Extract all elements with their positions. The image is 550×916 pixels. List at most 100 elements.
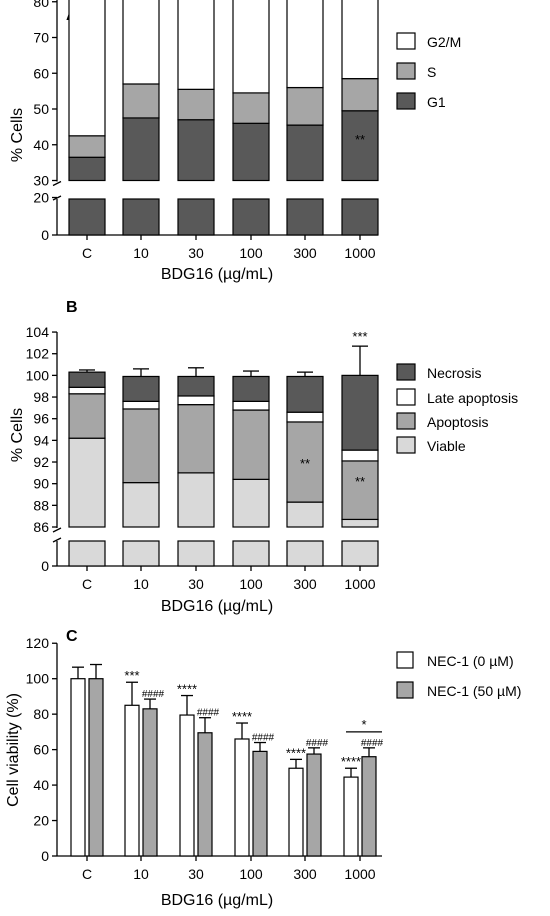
- panel-a-y-tick-label: 50: [33, 101, 49, 117]
- panel-label-b: B: [66, 299, 78, 316]
- panel-c-bar-nec1-0: [234, 738, 250, 857]
- panel-c-bar-nec1-0: [70, 678, 86, 857]
- panel-a-bar-s: [232, 92, 270, 124]
- panel-b-bar-viable: [68, 437, 106, 528]
- panel-c-significance-label: ****: [177, 682, 197, 697]
- panel-b-legend-label: Late apoptosis: [427, 390, 518, 406]
- panel-b-break-mark: [52, 527, 62, 533]
- panel-b-bar-necrosis: [286, 375, 324, 413]
- panel-b-bar-apoptosis: [122, 408, 160, 484]
- panel-b-legend-label: Viable: [427, 438, 466, 454]
- panel-c-bar-nec1-50: [197, 732, 213, 857]
- panel-a-legend-label: G1: [427, 94, 446, 110]
- panel-a-x-tick-label: 30: [188, 245, 204, 261]
- panel-a-x-axis-title: BDG16 (µg/mL): [161, 266, 273, 283]
- panel-b-y-tick-label: 104: [26, 324, 50, 340]
- panel-b-bar-viable-lower: [122, 540, 160, 567]
- panel-a-bar-g1: [177, 119, 215, 182]
- panel-b-y-tick-label: 86: [33, 519, 49, 535]
- panel-a-bar-s: [122, 83, 160, 119]
- panel-label-c: C: [66, 628, 78, 645]
- panel-a-legend-swatch: [396, 92, 416, 110]
- panel-b-x-tick-label: C: [82, 576, 92, 592]
- panel-c-x-tick-label: C: [82, 866, 92, 882]
- panel-a-bar-g2m: [122, 0, 160, 85]
- panel-c-significance-label: ####: [252, 733, 275, 744]
- panel-a-legend-swatch: [396, 62, 416, 80]
- panel-b-legend-swatch: [396, 388, 416, 406]
- panel-b-bar-apoptosis: [232, 409, 270, 480]
- panel-a-bar-g2m: [68, 0, 106, 137]
- panel-b-bar-necrosis: [68, 371, 106, 388]
- panel-a-y-tick-label: 20: [33, 190, 49, 206]
- panel-b-x-tick-label: 100: [239, 576, 263, 592]
- panel-b-break-mark: [52, 537, 62, 543]
- panel-b-y-tick-label: 90: [33, 476, 49, 492]
- panel-a-y-tick-label: 70: [33, 30, 49, 46]
- panel-a-bar-g1: [341, 110, 379, 182]
- panel-a-x-tick-label: 10: [133, 245, 149, 261]
- panel-a-x-tick-label: C: [82, 245, 92, 261]
- panel-c-x-tick-label: 100: [239, 866, 263, 882]
- panel-c-bar-nec1-50: [252, 750, 268, 857]
- panel-a-legend-label: G2/M: [427, 34, 461, 50]
- panel-b-legend-label: Apoptosis: [427, 414, 488, 430]
- panel-c-significance-label: ****: [341, 754, 361, 769]
- panel-c-bar-nec1-50: [142, 708, 158, 857]
- panel-b-bar-viable: [341, 518, 379, 528]
- panel-c-y-axis-title: Cell viability (%): [5, 693, 22, 807]
- panel-b-bar-late-apoptosis: [341, 449, 379, 462]
- panel-a-x-tick-label: 100: [239, 245, 263, 261]
- panel-c-bar-nec1-50: [88, 678, 104, 857]
- panel-a-bar-g1: [232, 122, 270, 182]
- panel-c-significance-label: ####: [306, 738, 329, 749]
- panel-c-legend-label: NEC-1 (0 µM): [427, 653, 514, 669]
- panel-b-y-tick-label: 88: [33, 497, 49, 513]
- panel-b-bar-apoptosis: [286, 421, 324, 503]
- panel-a-y-tick-label: 0: [41, 227, 49, 243]
- panel-c-bar-nec1-50: [361, 756, 377, 857]
- panel-b-x-axis-title: BDG16 (µg/mL): [161, 598, 273, 615]
- panel-b-bar-necrosis: [177, 375, 215, 397]
- panel-c-significance-label: ***: [124, 668, 139, 683]
- panel-b-x-tick-label: 10: [133, 576, 149, 592]
- panel-a-y-axis-title: % Cells: [9, 108, 26, 162]
- panel-c-significance-label: ####: [361, 738, 384, 749]
- panel-c-x-tick-label: 1000: [344, 866, 375, 882]
- panel-b-bar-viable-lower: [232, 540, 270, 567]
- panel-b-y-tick-label: 96: [33, 411, 49, 427]
- panel-b-significance-label: **: [355, 474, 365, 489]
- panel-c-bar-nec1-0: [179, 714, 195, 857]
- panel-a-bar-s: [177, 88, 215, 121]
- panel-c-bar-nec1-0: [288, 767, 304, 857]
- panel-b-bar-late-apoptosis: [68, 386, 106, 395]
- panel-c-y-tick-label: 0: [41, 848, 49, 864]
- panel-c-legend-swatch: [396, 651, 414, 669]
- panel-c-x-tick-label: 10: [133, 866, 149, 882]
- panel-a-bar-s: [341, 78, 379, 112]
- panel-a-bar-g1: [122, 117, 160, 182]
- panel-a-x-tick-label: 1000: [344, 245, 375, 261]
- panel-a-bar-s: [68, 135, 106, 158]
- panel-a-bar-g2m: [341, 0, 379, 80]
- panel-b-x-tick-label: 1000: [344, 576, 375, 592]
- panel-b-legend-swatch: [396, 363, 416, 381]
- panel-b-bar-late-apoptosis: [177, 395, 215, 406]
- panel-b-y-tick-label: 0: [41, 558, 49, 574]
- panel-b-y-tick-label: 100: [26, 367, 50, 383]
- panel-a-legend-swatch: [396, 32, 416, 50]
- panel-b-bar-viable: [286, 501, 324, 528]
- panel-a-x-tick-label: 300: [293, 245, 317, 261]
- panel-b-bar-necrosis: [341, 374, 379, 451]
- panel-c-legend-label: NEC-1 (50 µM): [427, 683, 521, 699]
- panel-a-bar-g1: [68, 156, 106, 182]
- panel-b-bar-late-apoptosis: [122, 400, 160, 410]
- panel-c-significance-label: *: [361, 717, 366, 732]
- panel-c-significance-label: ####: [142, 689, 165, 700]
- panel-a-legend-label: S: [427, 64, 436, 80]
- panel-c-y-tick-label: 120: [26, 635, 50, 651]
- panel-c-legend-swatch: [396, 681, 414, 699]
- panel-a-significance-label: **: [355, 132, 365, 147]
- panel-b-y-axis-title: % Cells: [9, 408, 26, 462]
- panel-b-x-tick-label: 30: [188, 576, 204, 592]
